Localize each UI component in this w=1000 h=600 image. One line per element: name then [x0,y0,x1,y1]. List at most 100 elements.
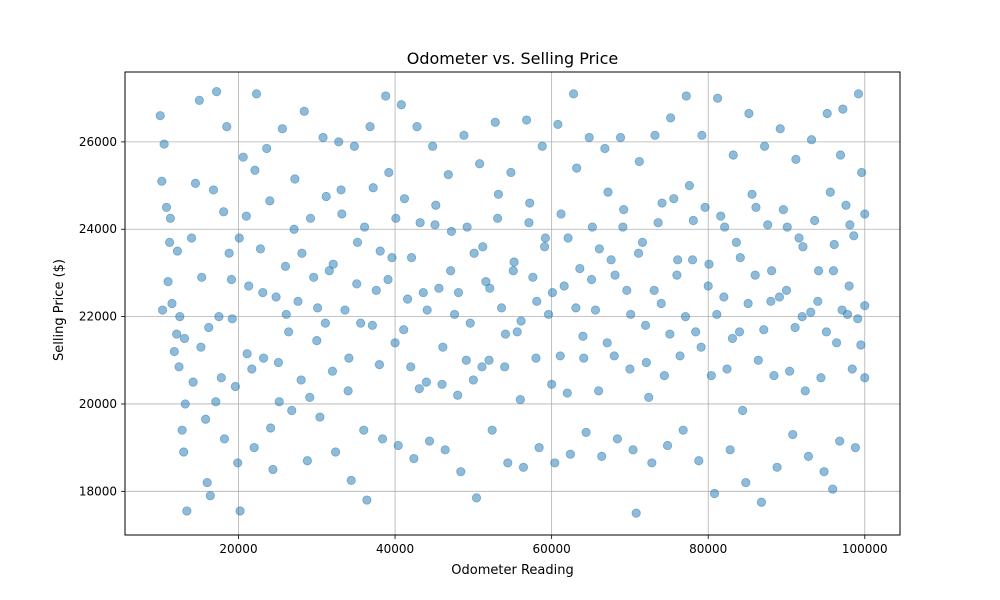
scatter-point [524,218,534,228]
scatter-point [493,189,504,199]
scatter-point [214,311,224,322]
scatter-point [371,285,381,295]
scatter-point [845,220,855,230]
scatter-point [312,303,323,313]
scatter-point [336,185,346,195]
scatter-point [587,222,597,232]
scatter-point [641,357,651,368]
scatter-point [853,314,863,324]
scatter-point [797,311,807,322]
x-tick-label: 20000 [219,542,257,556]
scatter-point [208,185,219,195]
scatter-point [241,211,251,221]
scatter-point [287,405,297,416]
scatter-point [694,456,704,466]
scatter-point [835,436,845,446]
scatter-point [506,167,516,178]
scatter-point [798,242,808,252]
scatter-point [633,248,644,258]
scatter-point [180,399,190,409]
scatter-point [381,91,391,101]
scatter-point [860,301,870,311]
scatter-point [159,139,169,149]
scatter-point [428,141,438,151]
scatter-point [205,491,215,501]
scatter-point [860,373,870,383]
scatter-point [161,202,172,213]
scatter-point [821,327,832,337]
scatter-point [657,198,667,208]
scatter-point [687,255,698,265]
scatter-point [563,233,573,243]
scatter-point [262,143,272,154]
scatter-point [571,303,581,313]
scatter-point [169,346,179,357]
scatter-point [293,296,303,306]
scatter-point [384,167,394,178]
scatter-point [662,440,673,451]
scatter-point [235,506,245,516]
scatter-point [603,187,613,197]
scatter-point [625,364,635,374]
x-tick-label: 100000 [842,542,888,556]
scatter-point [233,458,243,468]
scatter-point [368,183,378,193]
scatter-point [649,285,659,295]
scatter-point [487,425,497,435]
scatter-point [177,425,187,435]
y-tick-label: 22000 [79,310,117,324]
scatter-point [753,355,763,365]
y-tick-label: 24000 [79,222,117,236]
scatter-point [785,366,795,376]
scatter-point [610,270,620,280]
scatter-point [806,135,817,145]
scatter-point [547,379,557,389]
scatter-point [249,443,259,453]
scatter-point [816,373,826,383]
scatter-point [775,124,785,134]
scatter-point [731,237,741,247]
scatter-point [224,248,234,258]
scatter-point [219,434,230,444]
scatter-point [344,353,354,363]
scatter-point [290,174,300,184]
scatter-point [594,244,604,254]
scatter-point [485,283,495,293]
scatter-point [227,314,237,324]
scatter-point [597,451,607,461]
scatter-point [155,111,165,121]
scatter-point [722,364,732,374]
scatter-point [556,209,566,219]
scatter-point [242,349,252,359]
scatter-point [390,338,400,348]
scatter-point [756,497,767,507]
scatter-point [744,108,754,119]
scatter-point [328,259,338,269]
scatter-point [281,309,291,320]
scatter-point [196,342,206,352]
scatter-point [751,202,761,213]
scatter-point [704,259,714,269]
scatter-point [402,294,413,304]
scatter-point [584,132,594,143]
scatter-point [396,100,406,110]
scatter-point [456,467,466,477]
scatter-point [537,141,547,151]
y-tick-label: 18000 [79,484,117,498]
scatter-point [265,196,275,206]
scatter-point [258,287,268,298]
scatter-point [532,296,542,306]
scatter-point [703,281,713,291]
scatter-point [675,351,685,361]
scatter-point [857,167,867,178]
scatter-point [500,362,510,372]
scatter-point [738,405,748,416]
scatter-point [579,353,589,363]
scatter-point [813,296,823,306]
plot-frame [124,71,901,536]
scatter-point [365,122,375,132]
scatter-point [244,281,254,291]
scatter-point [735,253,745,263]
scatter-point [512,327,522,337]
scatter-point [586,274,597,285]
